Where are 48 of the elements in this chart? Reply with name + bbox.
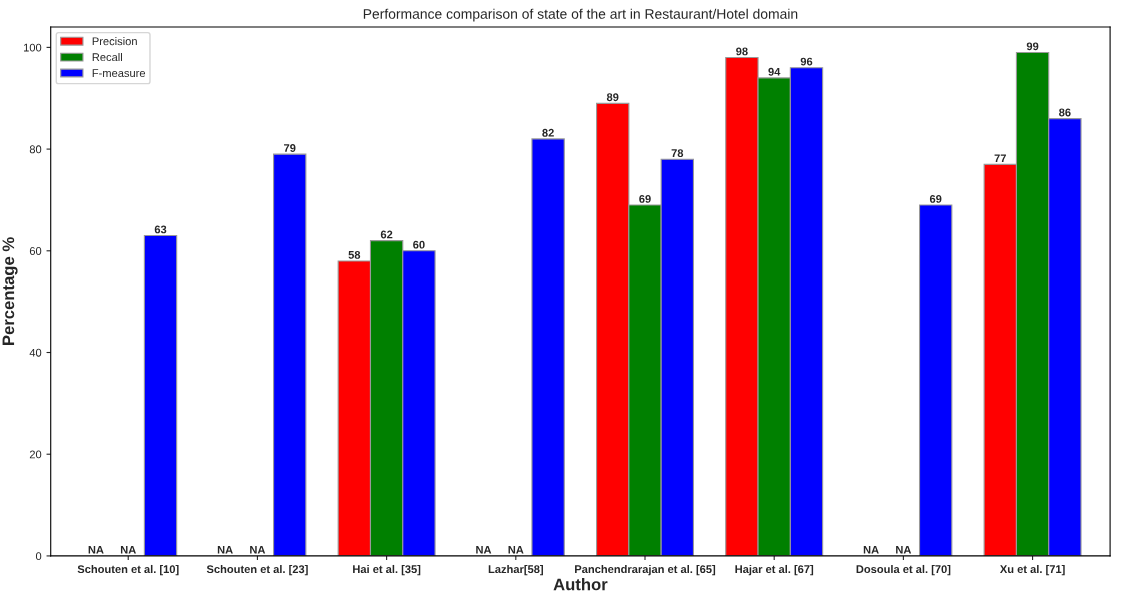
x-tick-label: Hajar et al. [67]: [735, 564, 814, 576]
legend-label: Recall: [92, 52, 122, 62]
data-label: 78: [671, 149, 684, 158]
x-tick-label: Hai et al. [35]: [353, 564, 421, 576]
data-label: 86: [1059, 108, 1071, 117]
legend-label: F-measure: [92, 69, 146, 78]
data-label: 58: [348, 250, 361, 259]
y-axis-title: Percentage %: [2, 237, 18, 346]
text: NA: [896, 545, 912, 554]
data-label: 79: [284, 144, 296, 152]
data-label: 69: [639, 194, 651, 203]
data-label: 96: [800, 57, 813, 66]
text: NA: [250, 545, 266, 554]
y-tick-label: 100: [24, 43, 42, 52]
data-label: 77: [994, 154, 1006, 163]
x-tick-label: Schouten et al. [23]: [206, 564, 308, 576]
y-tick-label: 0: [35, 552, 42, 561]
x-tick-label: Dosoula et al. [70]: [856, 564, 951, 576]
text: NA: [863, 545, 879, 554]
chart-title: Performance comparison of state of the art in Restaurant/Hotel domain: [363, 8, 798, 22]
text: NA: [120, 545, 136, 554]
text: NA: [508, 545, 524, 554]
data-label: 62: [380, 230, 393, 239]
x-tick-label: Lazhar[58]: [488, 564, 543, 576]
x-axis-title: Author: [553, 578, 608, 591]
text: NA: [88, 545, 104, 554]
data-label: 63: [154, 225, 167, 234]
data-label: 82: [542, 128, 554, 137]
bar: [918, 204, 953, 556]
y-tick-label: 20: [29, 450, 42, 459]
y-tick-label: 40: [29, 348, 42, 357]
data-label: 69: [929, 194, 942, 203]
legend-label: Precision: [92, 37, 137, 46]
data-label: 94: [768, 67, 781, 76]
text: NA: [217, 545, 233, 554]
y-tick-label: 60: [29, 247, 42, 255]
bar: [531, 138, 565, 556]
x-tick-label: Schouten et al. [10]: [77, 564, 179, 576]
text: NA: [476, 545, 492, 554]
x-tick-label: Xu et al. [71]: [999, 564, 1065, 576]
data-label: 89: [606, 93, 619, 102]
data-label: 98: [736, 47, 748, 56]
data-label: 99: [1026, 42, 1039, 51]
x-tick-label: Panchendrarajan et al. [65]: [575, 564, 716, 576]
y-tick-label: 80: [29, 145, 42, 154]
bar: [273, 153, 307, 556]
data-label: 60: [413, 240, 425, 249]
bar: [143, 234, 178, 556]
